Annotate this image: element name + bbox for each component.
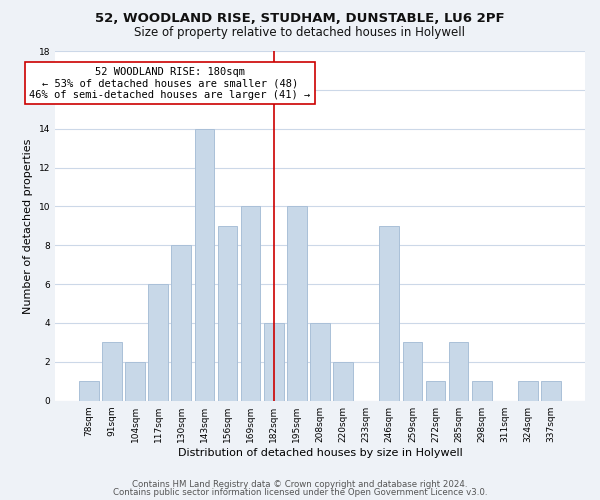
Bar <box>148 284 168 401</box>
Bar <box>425 382 445 400</box>
Bar <box>472 382 491 400</box>
Bar <box>172 246 191 400</box>
Bar <box>449 342 469 400</box>
Text: 52 WOODLAND RISE: 180sqm
← 53% of detached houses are smaller (48)
46% of semi-d: 52 WOODLAND RISE: 180sqm ← 53% of detach… <box>29 66 310 100</box>
Bar <box>403 342 422 400</box>
Bar <box>518 382 538 400</box>
Text: 52, WOODLAND RISE, STUDHAM, DUNSTABLE, LU6 2PF: 52, WOODLAND RISE, STUDHAM, DUNSTABLE, L… <box>95 12 505 26</box>
Bar <box>541 382 561 400</box>
Text: Contains public sector information licensed under the Open Government Licence v3: Contains public sector information licen… <box>113 488 487 497</box>
Bar <box>310 323 330 400</box>
Bar <box>333 362 353 401</box>
Bar <box>125 362 145 401</box>
Bar <box>241 206 260 400</box>
Bar <box>264 323 284 400</box>
Y-axis label: Number of detached properties: Number of detached properties <box>23 138 33 314</box>
X-axis label: Distribution of detached houses by size in Holywell: Distribution of detached houses by size … <box>178 448 463 458</box>
Bar <box>194 128 214 400</box>
Text: Size of property relative to detached houses in Holywell: Size of property relative to detached ho… <box>134 26 466 39</box>
Bar <box>102 342 122 400</box>
Bar <box>218 226 238 400</box>
Text: Contains HM Land Registry data © Crown copyright and database right 2024.: Contains HM Land Registry data © Crown c… <box>132 480 468 489</box>
Bar <box>287 206 307 400</box>
Bar <box>379 226 399 400</box>
Bar <box>79 382 98 400</box>
